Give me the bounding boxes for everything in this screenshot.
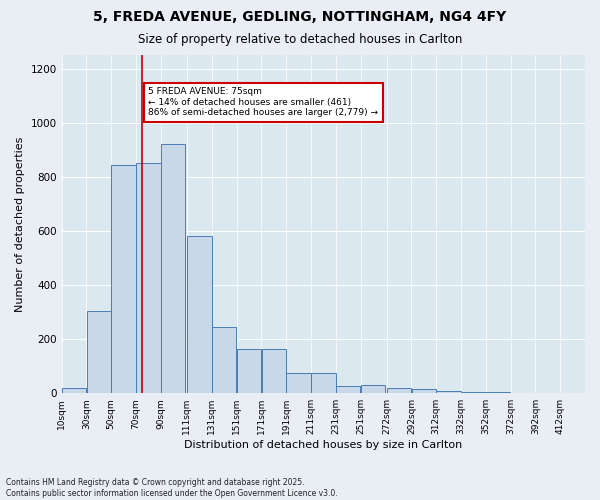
Bar — [436, 390, 461, 393]
Bar — [112, 164, 136, 393]
Text: Contains HM Land Registry data © Crown copyright and database right 2025.
Contai: Contains HM Land Registry data © Crown c… — [6, 478, 338, 498]
Bar — [311, 373, 335, 393]
Text: 5 FREDA AVENUE: 75sqm
← 14% of detached houses are smaller (461)
86% of semi-det: 5 FREDA AVENUE: 75sqm ← 14% of detached … — [148, 88, 379, 118]
Text: 5, FREDA AVENUE, GEDLING, NOTTINGHAM, NG4 4FY: 5, FREDA AVENUE, GEDLING, NOTTINGHAM, NG… — [94, 10, 506, 24]
Y-axis label: Number of detached properties: Number of detached properties — [15, 136, 25, 312]
X-axis label: Distribution of detached houses by size in Carlton: Distribution of detached houses by size … — [184, 440, 463, 450]
Bar — [237, 348, 261, 393]
Bar — [136, 163, 161, 393]
Bar — [461, 392, 485, 393]
Bar — [387, 388, 411, 393]
Bar — [262, 348, 286, 393]
Bar — [62, 388, 86, 393]
Bar — [212, 327, 236, 393]
Text: Size of property relative to detached houses in Carlton: Size of property relative to detached ho… — [138, 32, 462, 46]
Bar — [412, 388, 436, 393]
Bar — [286, 373, 311, 393]
Bar — [511, 392, 535, 393]
Bar — [161, 144, 185, 393]
Bar — [187, 236, 212, 393]
Bar — [336, 386, 361, 393]
Bar — [361, 385, 385, 393]
Bar — [86, 310, 111, 393]
Bar — [486, 392, 511, 393]
